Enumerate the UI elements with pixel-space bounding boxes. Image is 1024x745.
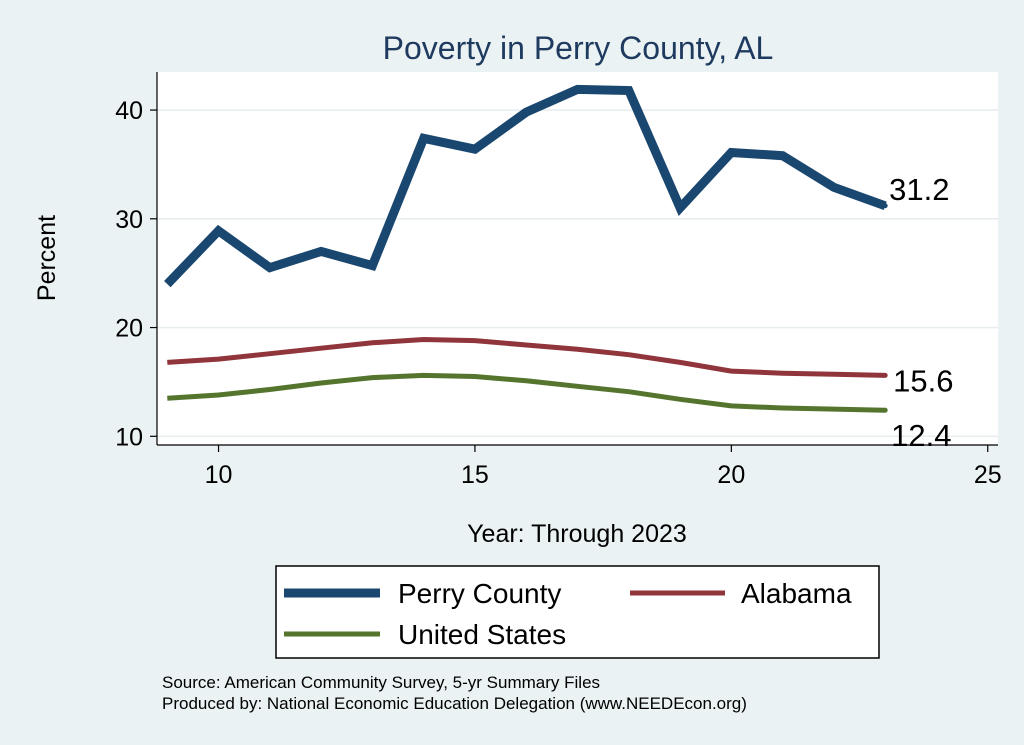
- end-labels: 31.2 15.6 12.4: [882, 172, 954, 453]
- series-lines: [164, 84, 887, 413]
- end-marker: [882, 372, 888, 378]
- end-marker: [882, 203, 888, 209]
- legend-label: Perry County: [398, 578, 561, 609]
- end-label: 12.4: [891, 418, 951, 453]
- legend-label: United States: [398, 619, 566, 650]
- y-tick-label: 10: [115, 423, 143, 451]
- x-tick-label: 25: [974, 461, 1002, 489]
- x-axis-title: Year: Through 2023: [467, 520, 687, 548]
- series-line-united-states: [167, 372, 886, 413]
- chart-title: Poverty in Perry County, AL: [383, 30, 774, 66]
- x-tick-label: 20: [717, 461, 745, 489]
- legend-box: [275, 565, 880, 659]
- y-tick-label: 20: [115, 315, 143, 343]
- x-tick-label: 15: [461, 461, 489, 489]
- y-tick-label: 30: [115, 206, 143, 234]
- end-label: 31.2: [889, 172, 949, 207]
- producer-note: Produced by: National Economic Education…: [162, 694, 747, 713]
- y-tick-label: 40: [115, 97, 143, 125]
- end-marker: [882, 407, 888, 413]
- series-line-perry-county: [164, 84, 887, 288]
- axes: 10 20 30 40 10 15 20 25: [115, 72, 1002, 489]
- gridlines: [157, 109, 998, 438]
- x-tick-label: 10: [205, 461, 233, 489]
- end-label: 15.6: [893, 363, 953, 398]
- legend: Perry County Alabama United States: [275, 565, 880, 659]
- legend-label: Alabama: [741, 578, 852, 609]
- series-line-alabama: [167, 336, 886, 378]
- y-axis-title: Percent: [33, 215, 61, 301]
- source-note: Source: American Community Survey, 5-yr …: [162, 673, 600, 692]
